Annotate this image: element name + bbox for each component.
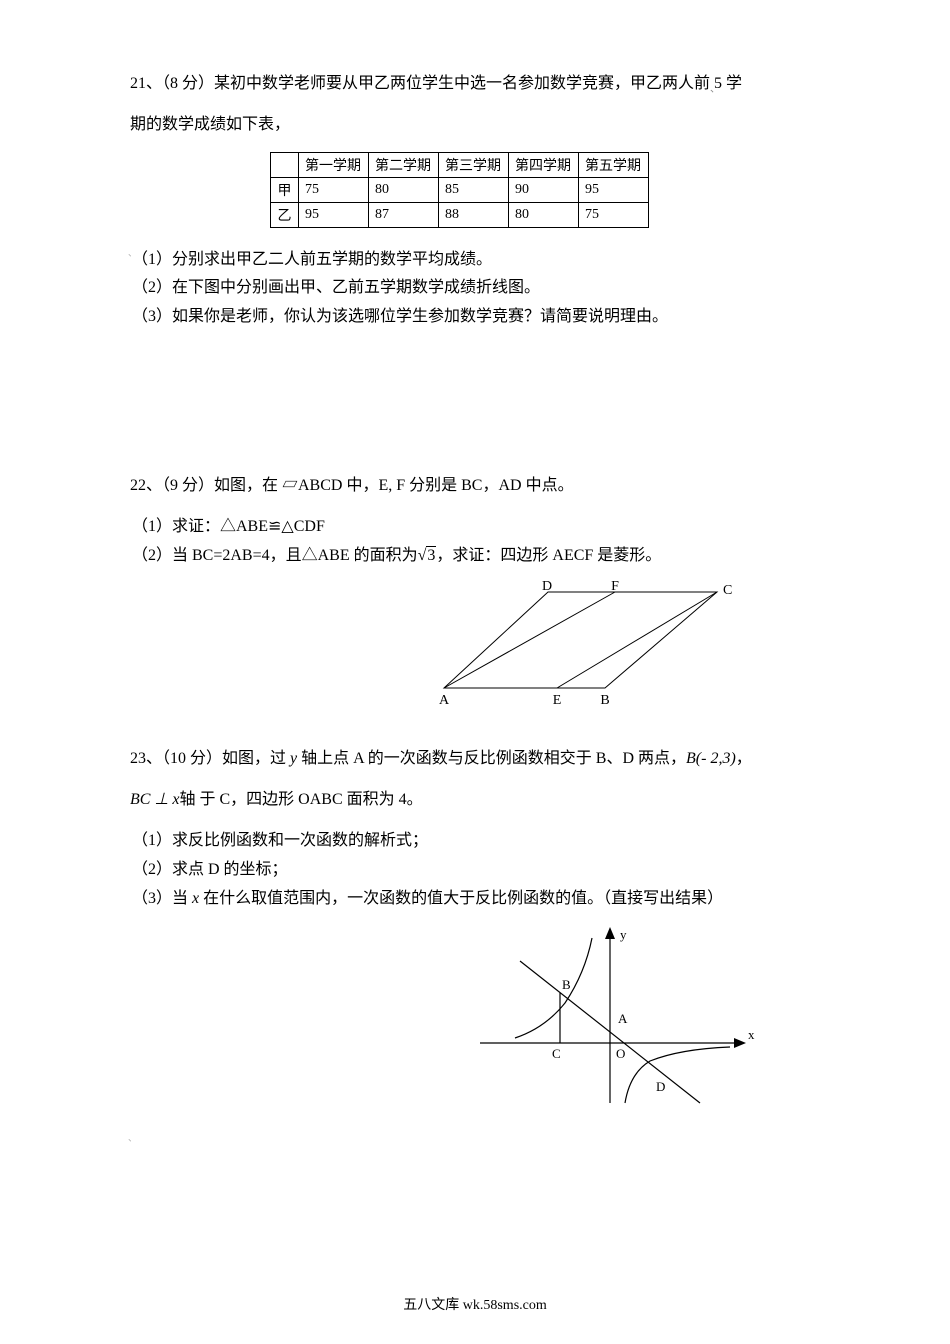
graph-diagram: y x B A C O D: [470, 923, 820, 1118]
label-b: B: [600, 693, 609, 708]
cell: 80: [369, 177, 439, 202]
graph-svg: y x B A C O D: [470, 923, 770, 1113]
q23-sub3-post: 在什么取值范围内，一次函数的值大于反比例函数的值。（直接写出结果）: [199, 890, 723, 907]
cell: 95: [299, 202, 369, 227]
axis-label-x: x: [748, 1027, 755, 1042]
table-row: 乙 95 87 88 80 75: [271, 202, 649, 227]
q23-mid1: 轴上点 A 的一次函数与反比例函数相交于 B、D 两点，: [297, 750, 686, 767]
cell: 80: [509, 202, 579, 227]
row-label: 乙: [271, 202, 299, 227]
line-ec: [557, 592, 717, 688]
q21-sub3: （3）如果你是老师，你认为该选哪位学生参加数学竞赛？请简要说明理由。: [132, 303, 820, 332]
q22-sub1: （1）求证：△ABE≌△CDF: [132, 513, 820, 542]
label-A: A: [618, 1011, 628, 1026]
tiny-mark-icon: 、: [128, 246, 137, 259]
q21-heading-line2: 期的数学成绩如下表，: [130, 111, 820, 140]
label-f: F: [611, 580, 619, 594]
label-B: B: [562, 977, 571, 992]
question-22: 22、（9 分）如图，在 ▱ABCD 中，E, F 分别是 BC，AD 中点。 …: [130, 472, 820, 715]
q22-sub2: （2）当 BC=2AB=4，且△ABE 的面积为 3，求证：四边形 AECF 是菱…: [132, 542, 820, 571]
col-header: 第三学期: [439, 152, 509, 177]
label-O: O: [616, 1046, 625, 1061]
col-header: 第四学期: [509, 152, 579, 177]
q22-sub2-post: ，求证：四边形 AECF 是菱形。: [436, 547, 661, 564]
label-a: A: [439, 693, 450, 708]
q23-sub2: （2）求点 D 的坐标；: [132, 856, 820, 885]
hyperbola-right: [625, 1047, 730, 1103]
q23-B: B(- 2,3): [686, 750, 736, 767]
sqrt-value: 3: [426, 546, 436, 564]
page-mark: 、: [710, 80, 720, 95]
sqrt-icon: 3: [418, 542, 437, 571]
col-header: 第一学期: [299, 152, 369, 177]
label-c: C: [723, 583, 732, 598]
col-header: 第二学期: [369, 152, 439, 177]
cell: 75: [299, 177, 369, 202]
cell: 87: [369, 202, 439, 227]
cell: 88: [439, 202, 509, 227]
label-D: D: [656, 1079, 665, 1094]
q22-heading: 22、（9 分）如图，在 ▱ABCD 中，E, F 分别是 BC，AD 中点。: [130, 472, 820, 501]
q23-heading-line2: BC ⊥ x轴 于 C，四边形 OABC 面积为 4。: [130, 786, 820, 815]
label-e: E: [553, 693, 562, 708]
footer-text: 五八文库 wk.58sms.com: [0, 1294, 950, 1314]
axis-label-y: y: [620, 927, 627, 942]
parallelogram-svg: A B C D E F: [430, 580, 740, 710]
cell: 95: [579, 177, 649, 202]
table-row: 第一学期 第二学期 第三学期 第四学期 第五学期: [271, 152, 649, 177]
label-C: C: [552, 1046, 561, 1061]
q23-heading-line1: 23、（10 分）如图，过 y 轴上点 A 的一次函数与反比例函数相交于 B、D…: [130, 745, 820, 774]
question-21: 21、（8 分）某初中数学老师要从甲乙两位学生中选一名参加数学竞赛，甲乙两人前 …: [130, 70, 820, 332]
row-label: 甲: [271, 177, 299, 202]
cell: 90: [509, 177, 579, 202]
q21-sub1: （1）分别求出甲乙二人前五学期的数学平均成绩。: [132, 246, 820, 275]
y-arrow-icon: [605, 927, 615, 939]
label-d: D: [542, 580, 552, 594]
q23-sub3: （3）当 x 在什么取值范围内，一次函数的值大于反比例函数的值。（直接写出结果）: [132, 885, 820, 914]
parallelogram-diagram: A B C D E F: [430, 580, 820, 715]
q23-line2-post: 轴 于 C，四边形 OABC 面积为 4。: [179, 791, 422, 808]
line-af: [444, 592, 615, 688]
q23-pre: 23、（10 分）如图，过: [130, 750, 290, 767]
cell: 75: [579, 202, 649, 227]
q23-sub3-pre: （3）当: [132, 890, 192, 907]
cell-empty: [271, 152, 299, 177]
tiny-mark-icon: 、: [128, 1131, 137, 1144]
x-arrow-icon: [734, 1038, 746, 1048]
q23-sub1: （1）求反比例函数和一次函数的解析式；: [132, 827, 820, 856]
table-row: 甲 75 80 85 90 95: [271, 177, 649, 202]
q22-sub2-pre: （2）当 BC=2AB=4，且△ABE 的面积为: [132, 547, 418, 564]
col-header: 第五学期: [579, 152, 649, 177]
score-table: 第一学期 第二学期 第三学期 第四学期 第五学期 甲 75 80 85 90 9…: [270, 152, 649, 228]
question-23: 23、（10 分）如图，过 y 轴上点 A 的一次函数与反比例函数相交于 B、D…: [130, 745, 820, 1118]
cell: 85: [439, 177, 509, 202]
q23-post1: ，: [736, 750, 752, 767]
q21-sub2: （2）在下图中分别画出甲、乙前五学期数学成绩折线图。: [132, 274, 820, 303]
q23-bc: BC ⊥ x: [130, 791, 179, 808]
